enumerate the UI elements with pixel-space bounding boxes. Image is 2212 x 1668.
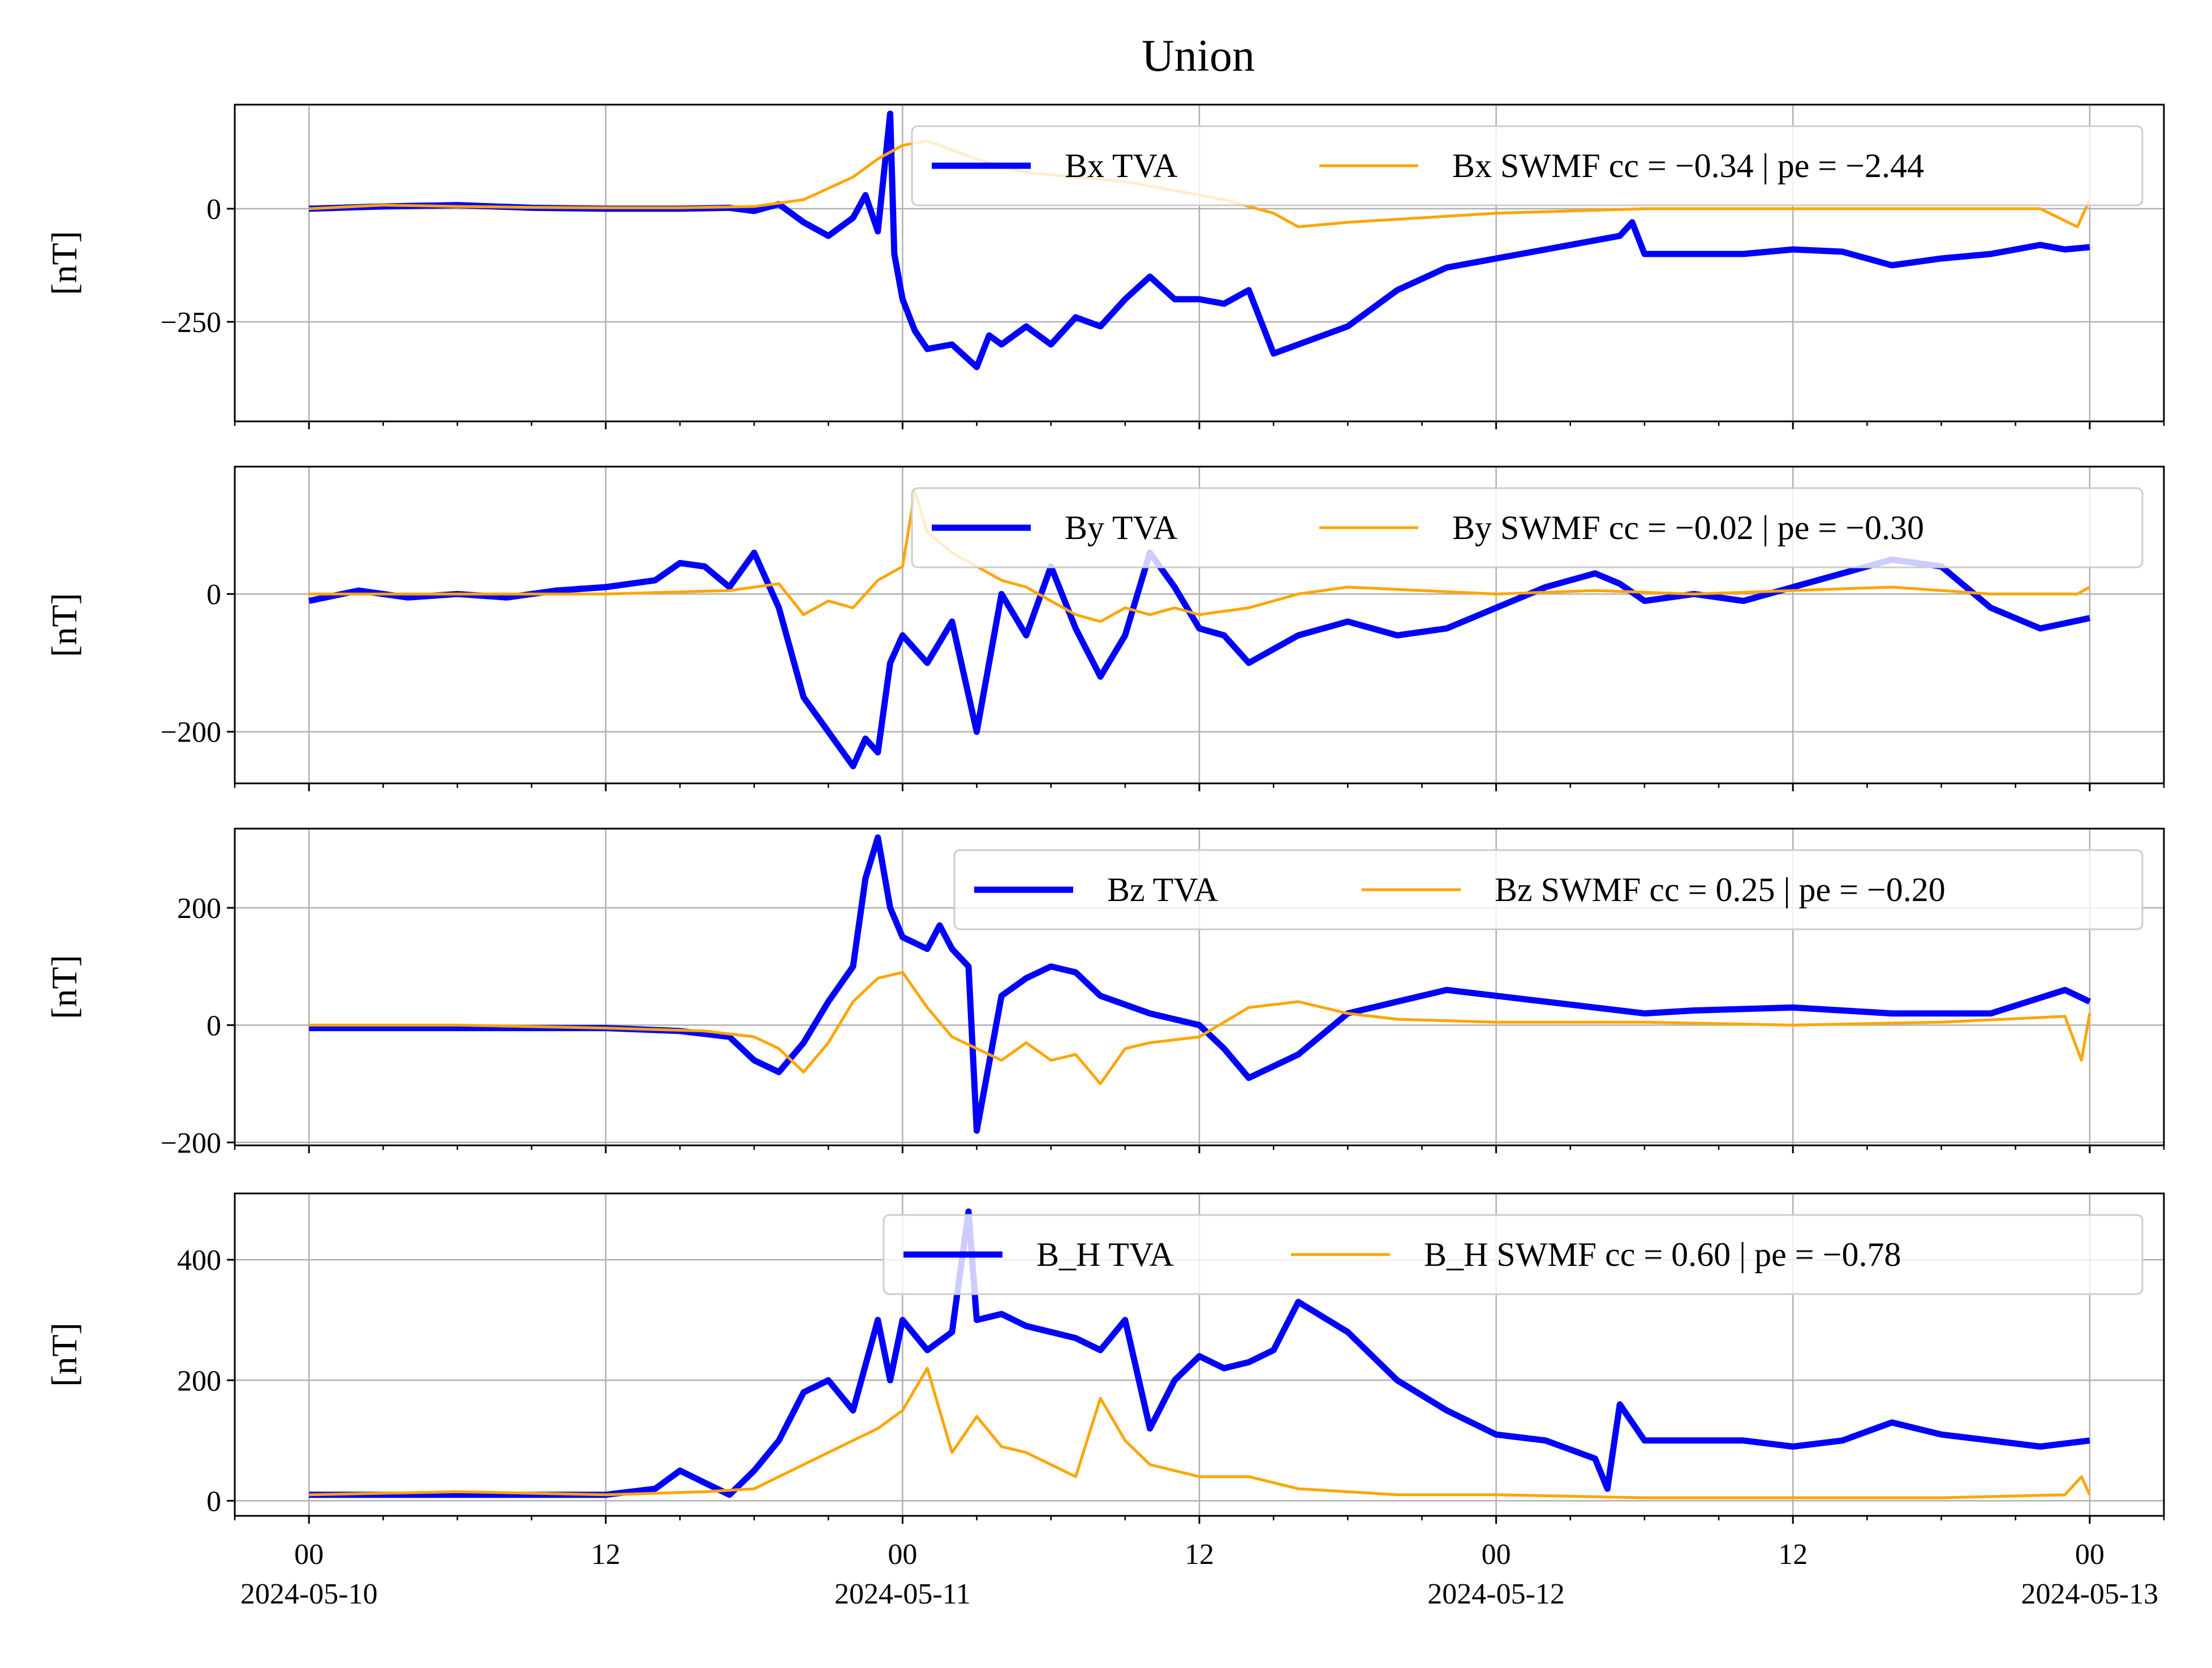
y-tick-label: −200 — [161, 1127, 221, 1160]
legend-box — [883, 1214, 2144, 1295]
legend: By TVA By SWMF cc = −0.02 | pe = −0.30 — [911, 487, 2144, 568]
y-axis-label: [nT] — [44, 593, 84, 657]
series-line — [308, 549, 2090, 770]
legend-label: Bz TVA — [1107, 871, 1218, 908]
y-tick-label: −250 — [161, 307, 221, 339]
legend-label: B_H SWMF cc = 0.60 | pe = −0.78 — [1424, 1236, 1901, 1273]
y-tick-label: 0 — [206, 1010, 221, 1042]
legend-label: Bx TVA — [1065, 147, 1178, 184]
legend-label: Bx SWMF cc = −0.34 | pe = −2.44 — [1452, 147, 1924, 184]
legend-box — [911, 487, 2144, 568]
legend-label: Bz SWMF cc = 0.25 | pe = −0.20 — [1495, 871, 1946, 908]
panel-1: 0 −250 [nT] Bx TVA Bx SWMF cc = −0.34 | pe =… — [44, 104, 2165, 429]
y-tick-label: 0 — [206, 579, 221, 611]
x-tick-date-label: 2024-05-11 — [834, 1578, 971, 1610]
x-tick-date-label: 2024-05-10 — [240, 1578, 378, 1610]
y-axis-label: [nT] — [44, 231, 84, 295]
legend-box — [953, 849, 2144, 930]
legend-label: B_H TVA — [1036, 1236, 1174, 1273]
y-axis-label: [nT] — [44, 1322, 84, 1387]
series-line — [309, 110, 2090, 370]
panel-3: 200 0 −200 [nT] Bz TVA Bz SWMF cc = 0.25 | pe… — [44, 827, 2165, 1160]
y-tick-label: 200 — [177, 1365, 221, 1397]
legend-label: By SWMF cc = −0.02 | pe = −0.30 — [1452, 509, 1924, 546]
series-line — [309, 1367, 2091, 1499]
x-tick-label: 00 — [2075, 1538, 2105, 1571]
y-tick-label: −200 — [161, 717, 221, 749]
x-tick-label: 12 — [1778, 1538, 1808, 1571]
x-tick-date-label: 2024-05-13 — [2021, 1578, 2159, 1610]
y-tick-label: 0 — [206, 193, 221, 226]
series-line — [309, 1208, 2090, 1498]
x-tick-date-label: 2024-05-12 — [1427, 1578, 1565, 1610]
x-axis: 00 2024-05-10 12 00 2024-05-11 12 00 2024-05-12… — [240, 1538, 2158, 1610]
x-tick-label: 00 — [1482, 1538, 1511, 1571]
x-tick-label: 12 — [591, 1538, 621, 1571]
series-line — [309, 834, 2091, 1134]
x-tick-label: 12 — [1185, 1538, 1214, 1571]
legend-label: By TVA — [1065, 509, 1178, 546]
panel-4: 400 200 0 [nT] B_H TVA B_H SWMF cc = 0.60 | p… — [44, 1192, 2165, 1524]
series-line — [309, 971, 2091, 1085]
y-tick-label: 200 — [177, 893, 221, 925]
chart-title: Union — [1142, 31, 1255, 81]
legend-box — [911, 125, 2144, 206]
x-tick-label: 00 — [294, 1538, 324, 1571]
x-tick-label: 00 — [888, 1538, 917, 1571]
y-tick-label: 400 — [177, 1244, 221, 1277]
series-line — [309, 489, 2091, 623]
legend: B_H TVA B_H SWMF cc = 0.60 | pe = −0.78 — [883, 1214, 2144, 1295]
panels: 0 −250 [nT] Bx TVA Bx SWMF cc = −0.34 | pe =… — [44, 104, 2165, 1524]
panel-2: 0 −200 [nT] By TVA By SWMF cc = −0.02 | pe =… — [44, 466, 2165, 791]
y-tick-label: 0 — [206, 1485, 221, 1518]
legend: Bz TVA Bz SWMF cc = 0.25 | pe = −0.20 — [953, 849, 2144, 930]
legend: Bx TVA Bx SWMF cc = −0.34 | pe = −2.44 — [911, 125, 2144, 206]
y-axis-label: [nT] — [44, 955, 84, 1019]
